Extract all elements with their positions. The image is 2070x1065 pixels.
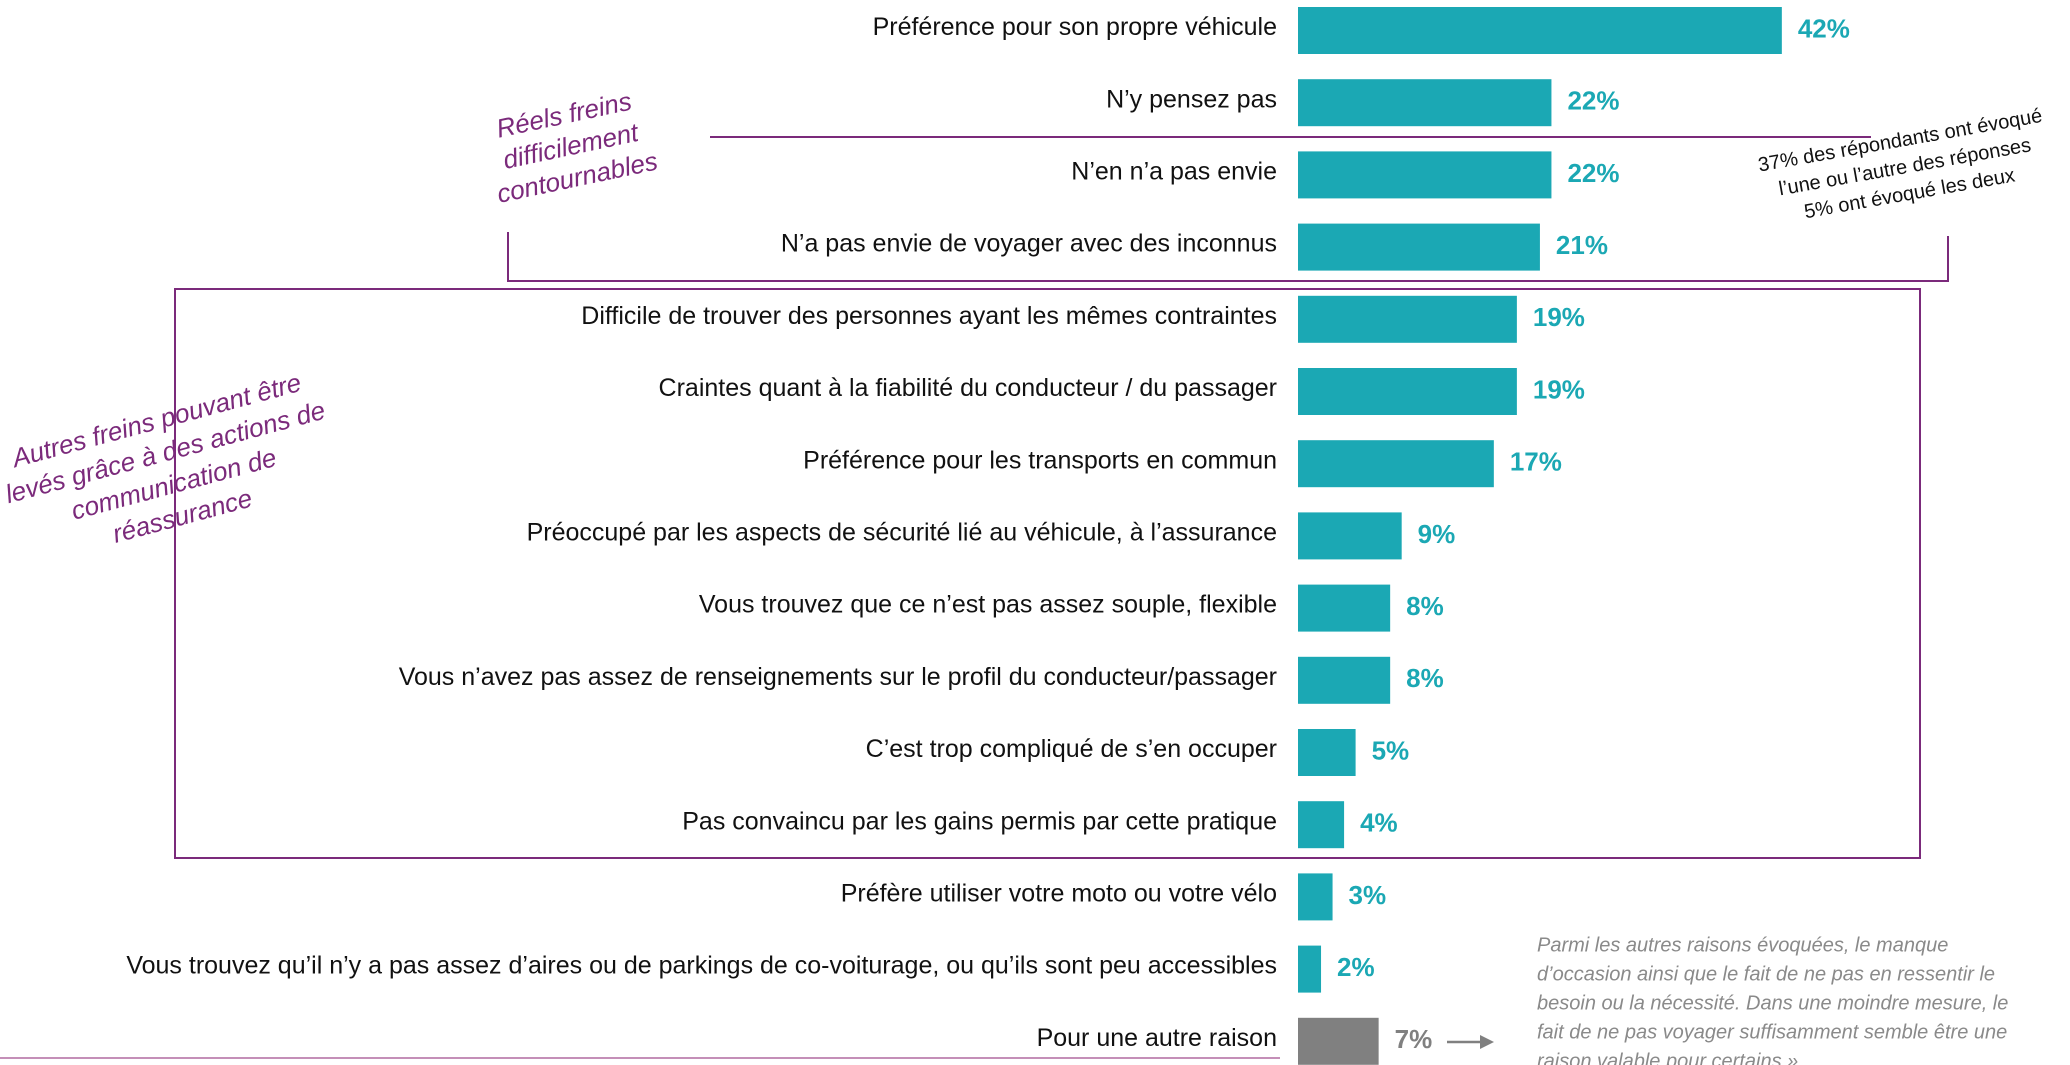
bar [1298, 512, 1402, 560]
bar [1298, 223, 1540, 271]
bar [1298, 584, 1391, 632]
category-label: Préoccupé par les aspects de sécurité li… [527, 519, 1277, 547]
bar [1298, 945, 1322, 993]
value-label: 19% [1533, 302, 1585, 332]
value-label: 8% [1406, 591, 1444, 621]
category-label: Préférence pour les transports en commun [803, 446, 1277, 474]
category-label: Vous n’avez pas assez de renseignements … [399, 663, 1277, 691]
bar [1298, 873, 1333, 921]
value-label: 7% [1395, 1024, 1433, 1054]
other-note-line: raison valable pour certains » [1537, 1050, 1798, 1065]
category-label: Pas convaincu par les gains permis par c… [682, 807, 1277, 835]
other-note-line: besoin ou la nécessité. Dans une moindre… [1537, 992, 2008, 1014]
category-label: Craintes quant à la fiabilité du conduct… [659, 374, 1277, 402]
bar [1298, 7, 1782, 54]
category-label: N’y pensez pas [1106, 85, 1277, 113]
value-label: 3% [1349, 880, 1387, 910]
bar [1298, 656, 1391, 704]
value-label: 21% [1556, 230, 1608, 260]
value-label: 19% [1533, 374, 1585, 404]
category-label: Difficile de trouver des personnes ayant… [581, 302, 1277, 330]
value-label: 8% [1406, 663, 1444, 693]
category-label: N’en n’a pas envie [1071, 158, 1277, 186]
bar [1298, 79, 1552, 127]
value-label: 2% [1337, 952, 1375, 982]
category-label: Préférence pour son propre véhicule [873, 13, 1277, 41]
other-note-line: Parmi les autres raisons évoquées, le ma… [1537, 934, 1948, 956]
frame-box [174, 288, 1921, 859]
value-label: 22% [1567, 158, 1619, 188]
arrow [1447, 1035, 1494, 1049]
category-label: Pour une autre raison [1037, 1024, 1277, 1052]
value-label: 42% [1798, 13, 1850, 43]
bar [1298, 295, 1517, 343]
bar [1298, 801, 1345, 849]
category-label: Vous trouvez que ce n’est pas assez soup… [699, 591, 1277, 619]
bar [1298, 368, 1517, 415]
other-note-line: fait de ne pas voyager suffisamment semb… [1537, 1021, 2007, 1043]
arrow-head [1480, 1035, 1494, 1049]
value-label: 4% [1360, 808, 1398, 838]
group-frames [0, 136, 1949, 1059]
category-label: Vous trouvez qu’il n’y a pas assez d’air… [126, 952, 1277, 980]
value-label: 9% [1418, 519, 1456, 549]
bar [1298, 1017, 1379, 1065]
bar [1298, 440, 1494, 488]
other-note: Parmi les autres raisons évoquées, le ma… [1537, 934, 2008, 1065]
bar [1298, 151, 1552, 199]
other-note-line: d’occasion ainsi que le fait de ne pas e… [1537, 963, 1995, 985]
bar [1298, 729, 1356, 776]
value-label: 22% [1567, 86, 1619, 116]
category-label: C’est trop compliqué de s’en occuper [866, 735, 1277, 763]
frame-bracket [507, 232, 1949, 282]
value-label: 17% [1510, 447, 1562, 477]
category-label: Préfère utiliser votre moto ou votre vél… [841, 880, 1277, 908]
category-label: N’a pas envie de voyager avec des inconn… [781, 230, 1277, 258]
value-label: 5% [1372, 735, 1410, 765]
